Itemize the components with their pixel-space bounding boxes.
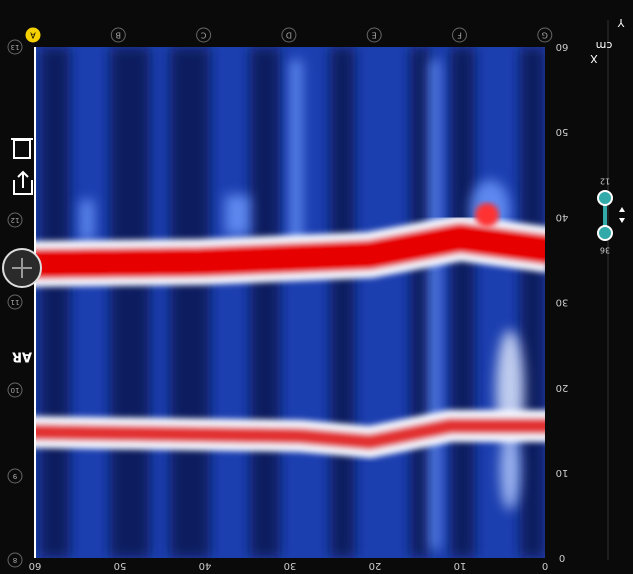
slider-handle[interactable] xyxy=(598,191,612,205)
x-tick-label: 40 xyxy=(199,560,212,571)
y-tick-label: 30 xyxy=(556,297,569,308)
x-tick-label: 0 xyxy=(542,560,548,571)
marker-label[interactable]: A xyxy=(30,31,36,40)
marker-label[interactable]: 8 xyxy=(13,556,17,564)
x-label: X xyxy=(590,52,598,65)
x-tick-label: 50 xyxy=(114,560,127,571)
marker-label[interactable]: B xyxy=(116,31,122,40)
slider-handle[interactable] xyxy=(598,226,612,240)
y-tick-label: 10 xyxy=(556,467,569,478)
marker-label[interactable]: C xyxy=(200,31,206,40)
add-button[interactable] xyxy=(3,249,41,287)
y-tick-label: 50 xyxy=(556,126,569,137)
slider-top-label: 12 xyxy=(600,177,610,186)
x-tick-label: 30 xyxy=(284,560,297,571)
marker-label[interactable]: 11 xyxy=(11,298,20,306)
app-screen: A B C D E F G 13 12 11 10 9 8 60 50 40 30 20 10 0 60 50 40 3… xyxy=(0,0,633,574)
ar-button[interactable]: AR xyxy=(12,349,32,364)
marker-label[interactable]: F xyxy=(457,31,462,40)
y-tick-label: 20 xyxy=(556,382,569,393)
heatmap xyxy=(30,47,550,558)
y-tick-label: 40 xyxy=(556,211,569,222)
marker-label[interactable]: 13 xyxy=(11,43,20,51)
x-tick-label: 60 xyxy=(29,560,42,571)
marker-label[interactable]: 10 xyxy=(11,386,20,394)
y-label: Y xyxy=(617,16,625,29)
marker-label[interactable]: 9 xyxy=(13,472,17,480)
slider-bottom-label: 36 xyxy=(600,246,610,255)
marker-label[interactable]: G xyxy=(542,31,548,40)
marker-label[interactable]: D xyxy=(286,31,292,40)
x-tick-label: 20 xyxy=(369,560,382,571)
x-tick-label: 10 xyxy=(454,560,467,571)
marker-label[interactable]: 12 xyxy=(11,216,20,224)
unit-label: cm xyxy=(596,39,613,52)
y-tick-label: 60 xyxy=(556,41,569,52)
y-tick-label: 0 xyxy=(559,552,565,563)
marker-label[interactable]: E xyxy=(372,31,377,40)
